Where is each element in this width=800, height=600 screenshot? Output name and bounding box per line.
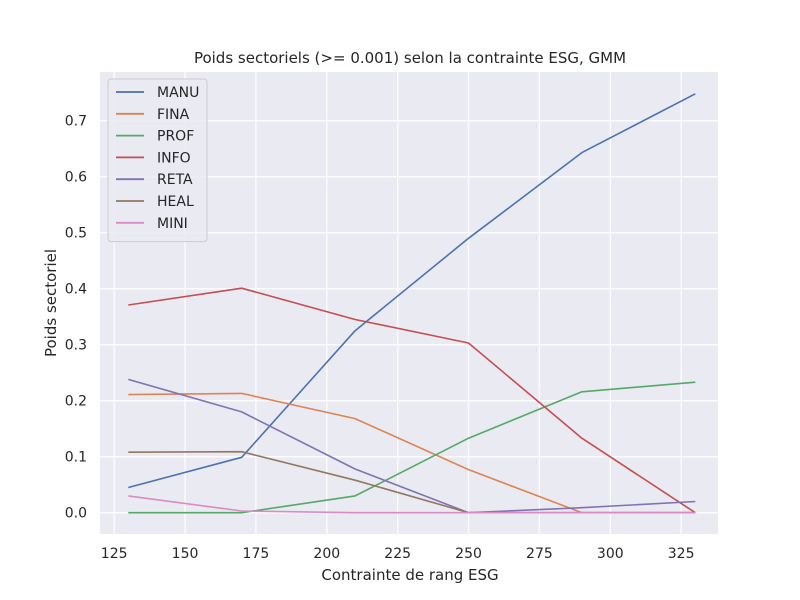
y-tick-label: 0.0 bbox=[65, 506, 87, 522]
chart-title: Poids sectoriels (>= 0.001) selon la con… bbox=[194, 49, 626, 67]
y-tick-label: 0.3 bbox=[65, 338, 87, 354]
legend-label-heal: HEAL bbox=[157, 194, 194, 210]
series-lines bbox=[128, 93, 696, 514]
legend-label-manu: MANU bbox=[157, 85, 199, 101]
y-axis-label: Poids sectoriel bbox=[42, 249, 60, 357]
x-tick-label: 175 bbox=[243, 546, 270, 562]
x-tick-labels: 125 150 175 200 225 250 275 300 325 bbox=[101, 546, 695, 562]
series-line-manu bbox=[128, 93, 696, 489]
series-line-prof bbox=[128, 381, 696, 514]
x-tick-label: 300 bbox=[597, 546, 624, 562]
legend-label-info: INFO bbox=[157, 150, 191, 166]
x-tick-label: 200 bbox=[313, 546, 340, 562]
x-tick-label: 250 bbox=[455, 546, 482, 562]
series-line-info bbox=[128, 287, 696, 514]
legend-label-fina: FINA bbox=[157, 107, 190, 123]
x-tick-label: 325 bbox=[668, 546, 695, 562]
y-tick-label: 0.6 bbox=[65, 170, 87, 186]
x-axis-label: Contrainte de rang ESG bbox=[321, 566, 498, 584]
x-tick-label: 275 bbox=[526, 546, 553, 562]
x-tick-label: 125 bbox=[101, 546, 128, 562]
legend-label-prof: PROF bbox=[157, 129, 194, 145]
series-line-mini bbox=[128, 495, 696, 514]
y-tick-labels: 0.0 0.1 0.2 0.3 0.4 0.5 0.6 0.7 bbox=[65, 114, 87, 522]
legend-label-mini: MINI bbox=[157, 216, 188, 232]
x-tick-label: 150 bbox=[172, 546, 199, 562]
y-tick-label: 0.5 bbox=[65, 226, 87, 242]
y-tick-label: 0.2 bbox=[65, 394, 87, 410]
y-tick-label: 0.7 bbox=[65, 114, 87, 130]
y-tick-label: 0.4 bbox=[65, 282, 87, 298]
x-tick-label: 225 bbox=[384, 546, 411, 562]
series-line-reta bbox=[128, 378, 696, 514]
legend: MANU FINA PROF INFO RETA HEAL MINI bbox=[107, 78, 208, 243]
legend-label-reta: RETA bbox=[157, 172, 193, 188]
y-tick-label: 0.1 bbox=[65, 450, 87, 466]
